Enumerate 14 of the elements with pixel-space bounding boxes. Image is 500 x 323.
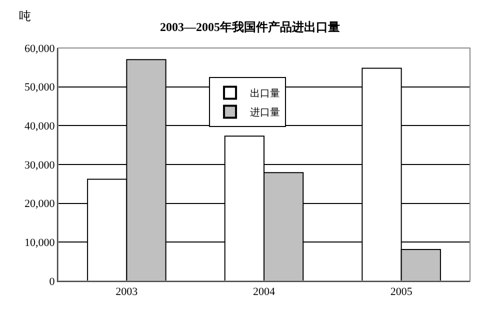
y-tick-label: 20,000 bbox=[24, 198, 56, 210]
y-tick-label: 40,000 bbox=[24, 120, 56, 133]
x-tick-label: 2004 bbox=[253, 286, 276, 298]
x-tick-label: 2005 bbox=[390, 286, 413, 298]
legend-label: 进口量 bbox=[250, 106, 280, 119]
y-tick-label: 10,000 bbox=[24, 237, 56, 250]
y-axis-title: 吨 bbox=[19, 9, 31, 23]
legend-label: 出口量 bbox=[250, 88, 280, 100]
y-tick-label: 50,000 bbox=[24, 82, 56, 94]
chart-title: 2003—2005年我国件产品进出口量 bbox=[160, 20, 340, 34]
y-tick-label: 60,000 bbox=[24, 42, 56, 55]
y-tick-label: 30,000 bbox=[24, 159, 56, 172]
y-tick-label: 0 bbox=[49, 276, 56, 288]
x-tick-label: 2003 bbox=[116, 286, 138, 298]
